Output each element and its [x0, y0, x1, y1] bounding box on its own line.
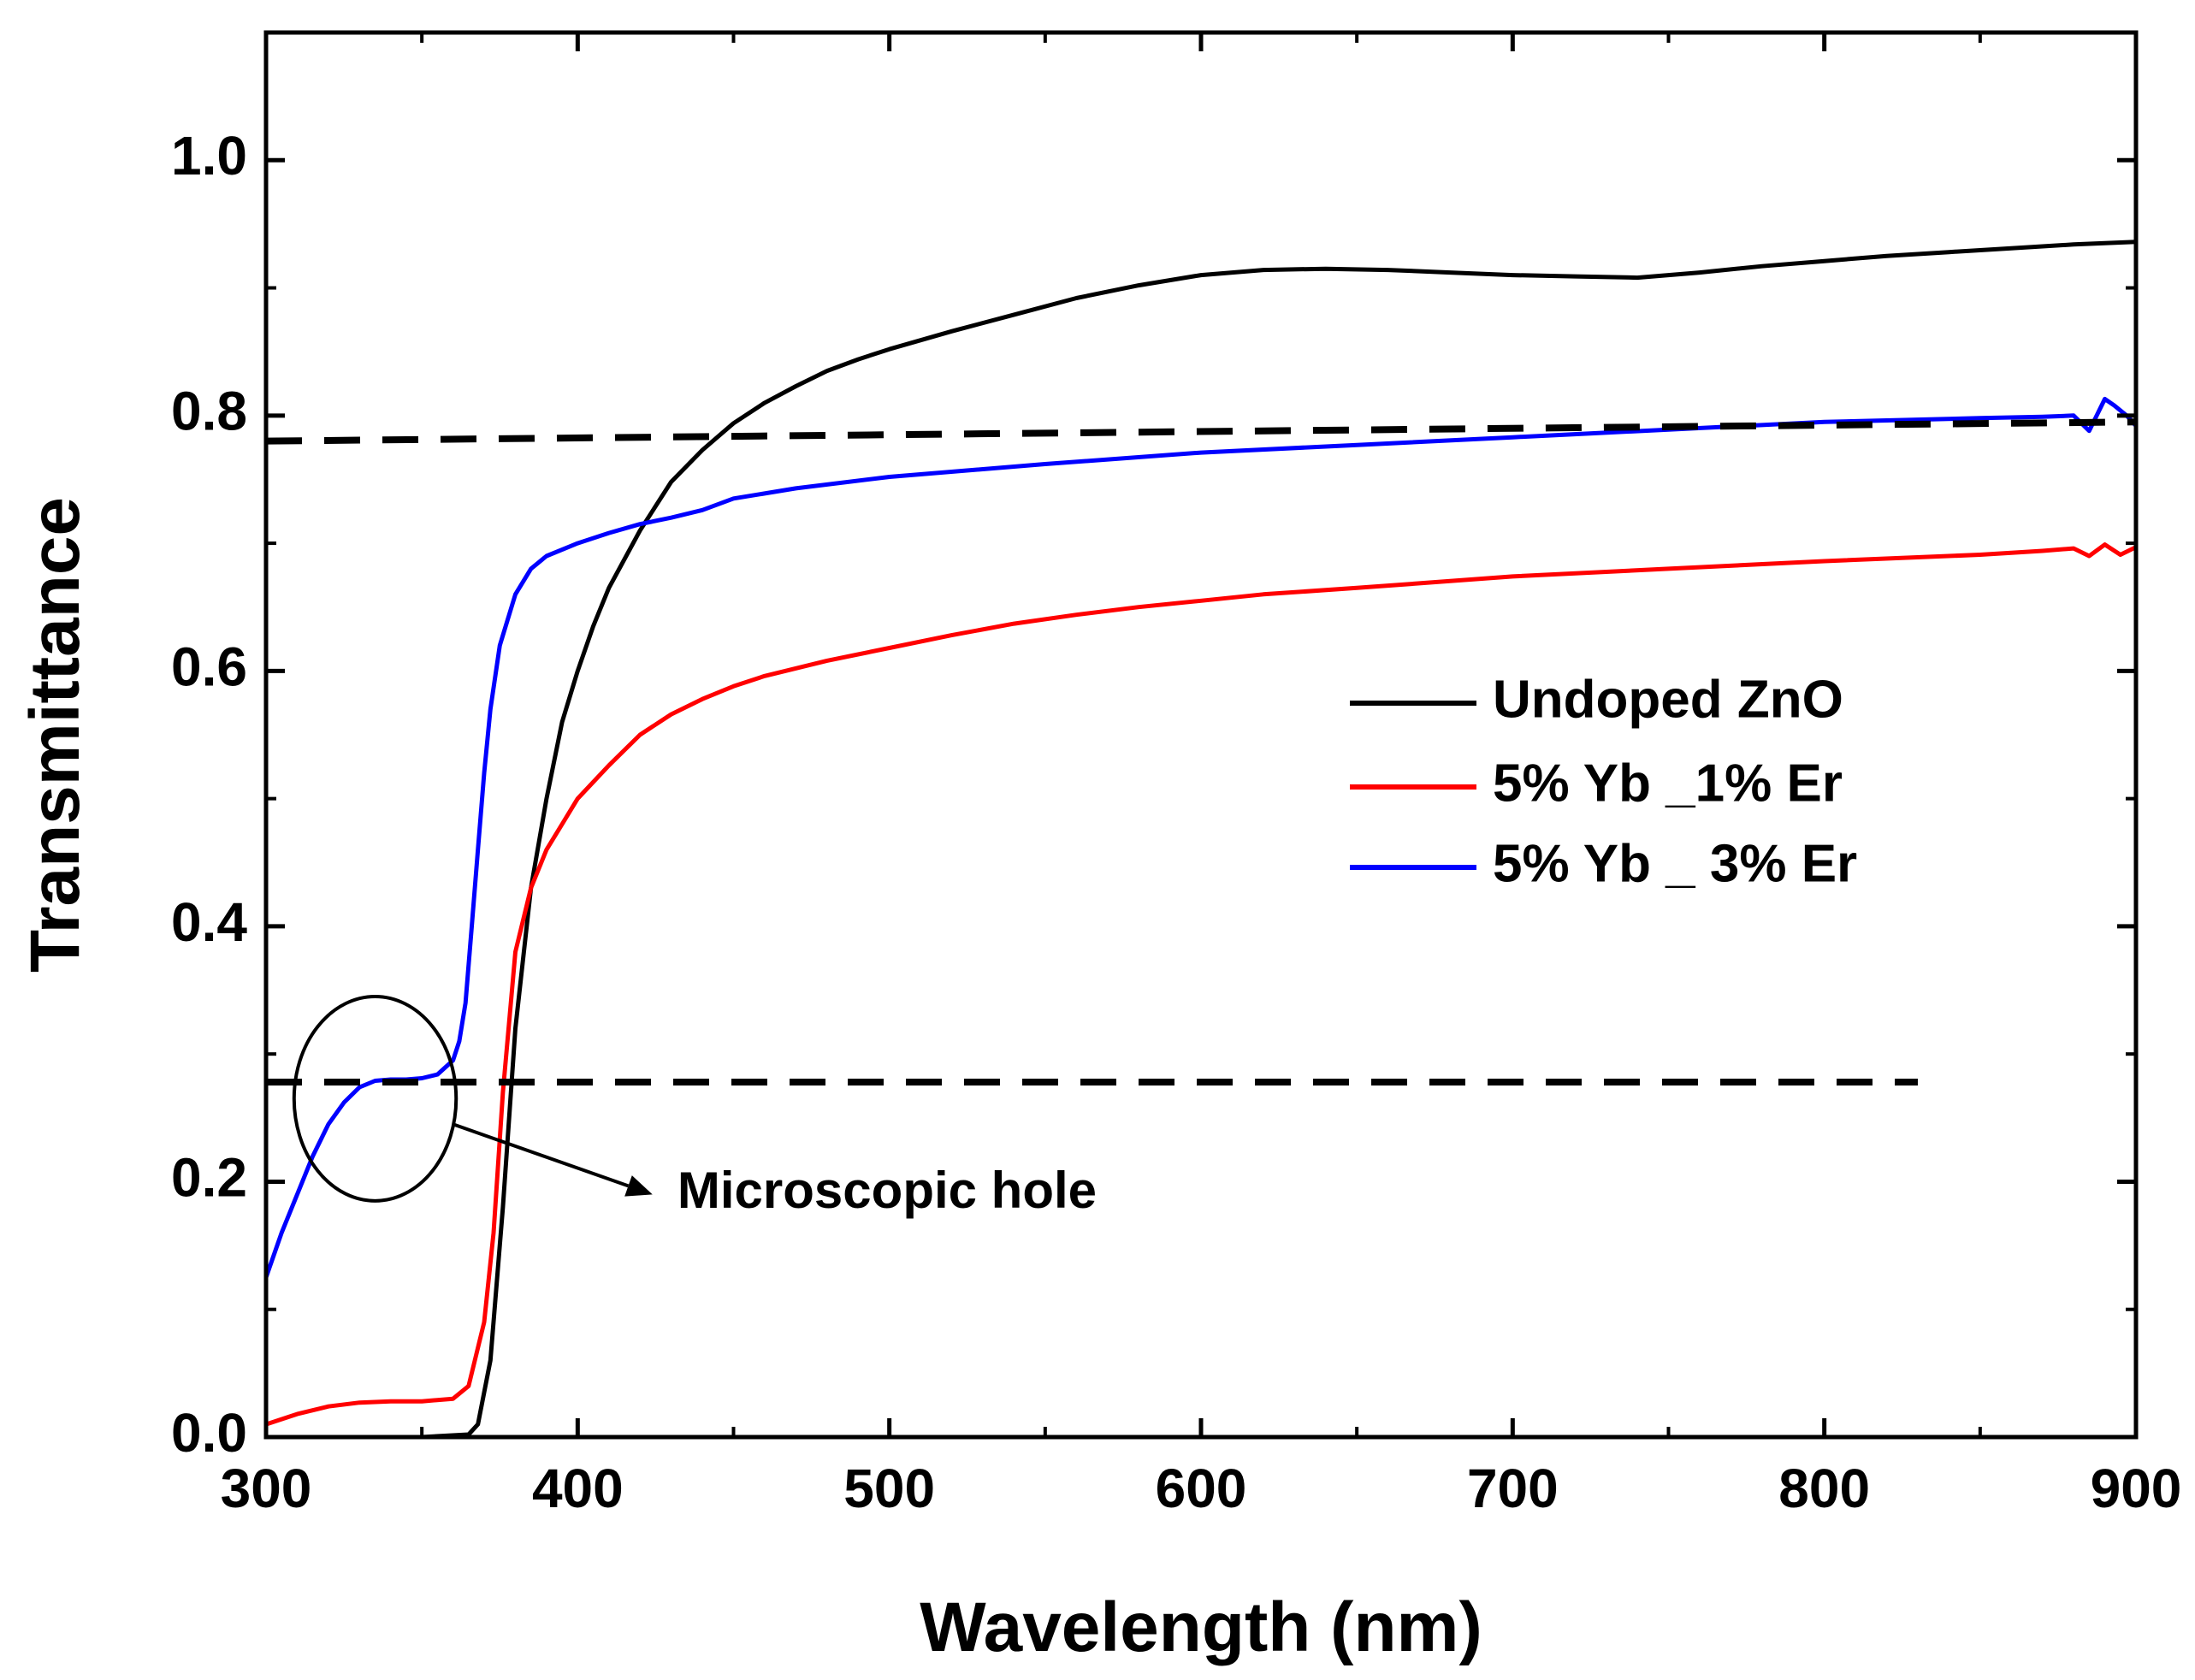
annotation-arrow-head — [624, 1175, 653, 1197]
axis-labels-layer: 300 400 500 600 700 800 900 0.0 0.2 0.4 0.6 0.8 1.0 W… — [16, 125, 2181, 1666]
x-tick-label: 400 — [532, 1458, 624, 1519]
legend-label-undoped-zno: Undoped ZnO — [1493, 670, 1843, 729]
annotation-label: Microscopic hole — [677, 1162, 1097, 1219]
x-tick-label: 900 — [2091, 1458, 2182, 1519]
y-tick-label: 0.4 — [171, 891, 247, 953]
plot-frame-layer — [263, 30, 2139, 1440]
series-layer — [266, 240, 2136, 1437]
y-tick-label: 0.6 — [171, 636, 247, 697]
legend: Undoped ZnO 5% Yb _1% Er 5% Yb _ 3% Er — [1350, 670, 1857, 893]
y-tick-label: 0.0 — [171, 1402, 247, 1464]
annotation-circle — [292, 995, 459, 1203]
reference-line-upper-dashed — [265, 418, 2137, 445]
legend-label-5-yb-1-er: 5% Yb _1% Er — [1493, 754, 1843, 813]
x-tick-label: 800 — [1778, 1458, 1870, 1519]
x-tick-label: 500 — [843, 1458, 935, 1519]
series-line-undoped-zno — [266, 240, 2136, 1437]
x-tick-label: 300 — [221, 1458, 312, 1519]
y-axis-title: Transmittance — [16, 497, 94, 973]
y-tick-label: 0.8 — [171, 381, 247, 442]
reference-lines-layer — [265, 418, 2137, 1086]
annotation-layer: Microscopic hole — [292, 995, 1097, 1219]
x-tick-label: 600 — [1156, 1458, 1247, 1519]
plot-frame — [263, 30, 2139, 1440]
series-line-5-yb-3-er — [266, 396, 2136, 1280]
series-line-5-yb-1-er — [266, 542, 2136, 1427]
y-tick-label: 1.0 — [171, 125, 247, 186]
y-tick-label: 0.2 — [171, 1146, 247, 1208]
legend-label-5-yb-3-er: 5% Yb _ 3% Er — [1493, 834, 1857, 893]
x-axis-title: Wavelength (nm) — [920, 1588, 1482, 1666]
tick-layer — [263, 31, 2139, 1440]
x-tick-label: 700 — [1467, 1458, 1559, 1519]
annotation-arrow-shaft — [452, 1122, 630, 1188]
